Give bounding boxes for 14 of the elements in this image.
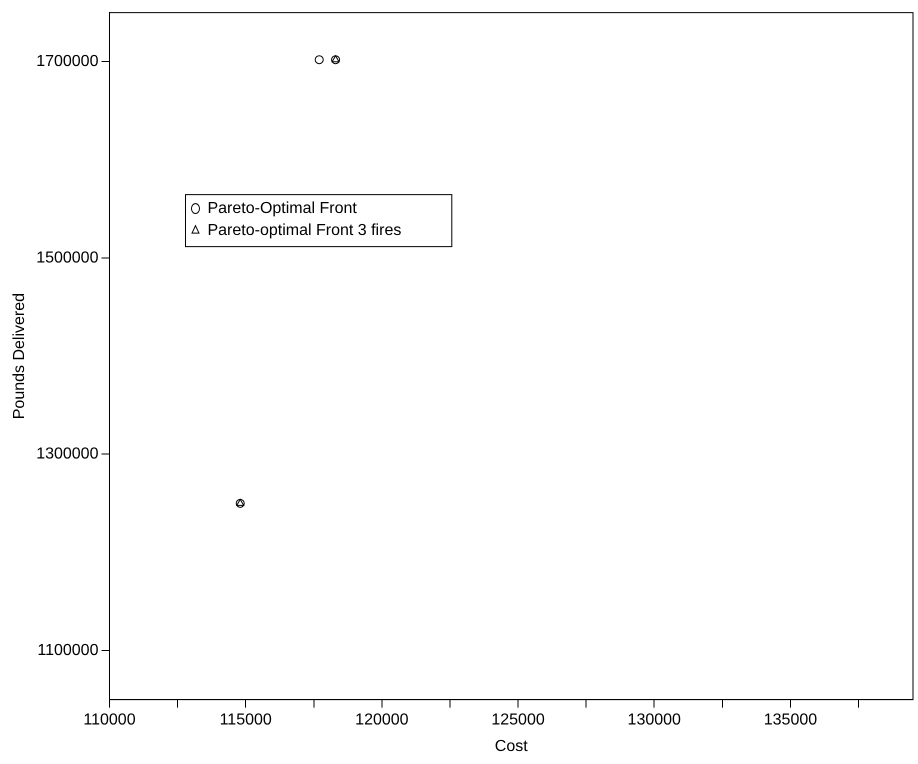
x-tick-label: 125000 <box>491 712 545 729</box>
legend-label: Pareto-optimal Front 3 fires <box>207 222 446 240</box>
x-tick-label: 110000 <box>83 712 136 729</box>
legend-label: Pareto-Optimal Front <box>207 200 402 218</box>
x-tick-label: 135000 <box>764 712 818 729</box>
x-tick-label: 130000 <box>628 712 682 729</box>
y-tick-label: 1300000 <box>36 446 99 463</box>
x-tick-label: 120000 <box>355 712 409 729</box>
y-tick-label: 1500000 <box>36 249 99 266</box>
y-axis-title: Pounds Delivered <box>11 292 28 420</box>
x-axis-title: Cost <box>494 738 528 755</box>
y-tick-label: 1100000 <box>37 642 99 659</box>
x-tick-label: 115000 <box>220 712 272 729</box>
y-tick-label: 1700000 <box>36 53 99 70</box>
